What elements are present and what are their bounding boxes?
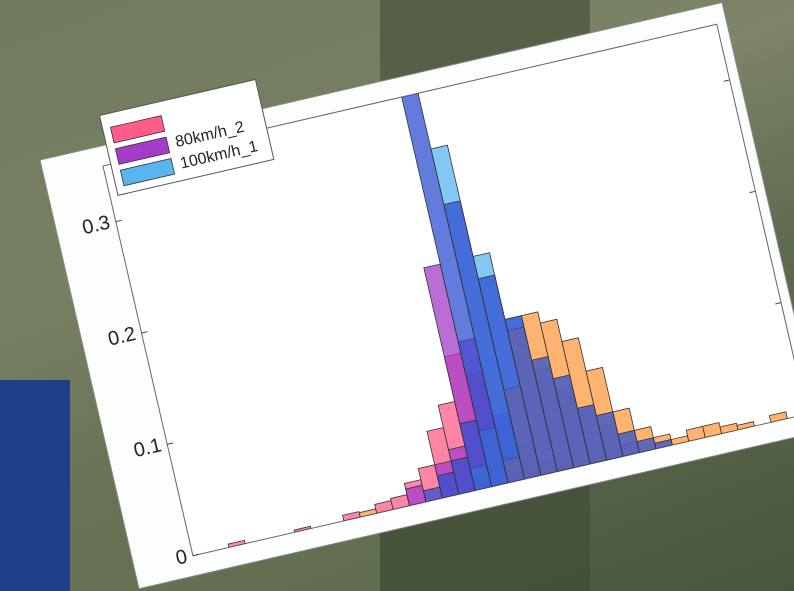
- side-image: [0, 380, 70, 591]
- chart: 00.10.20.3 80km/h_2100km/h_1: [0, 0, 794, 591]
- screenshot: 00.10.20.3 80km/h_2100km/h_1: [0, 0, 794, 591]
